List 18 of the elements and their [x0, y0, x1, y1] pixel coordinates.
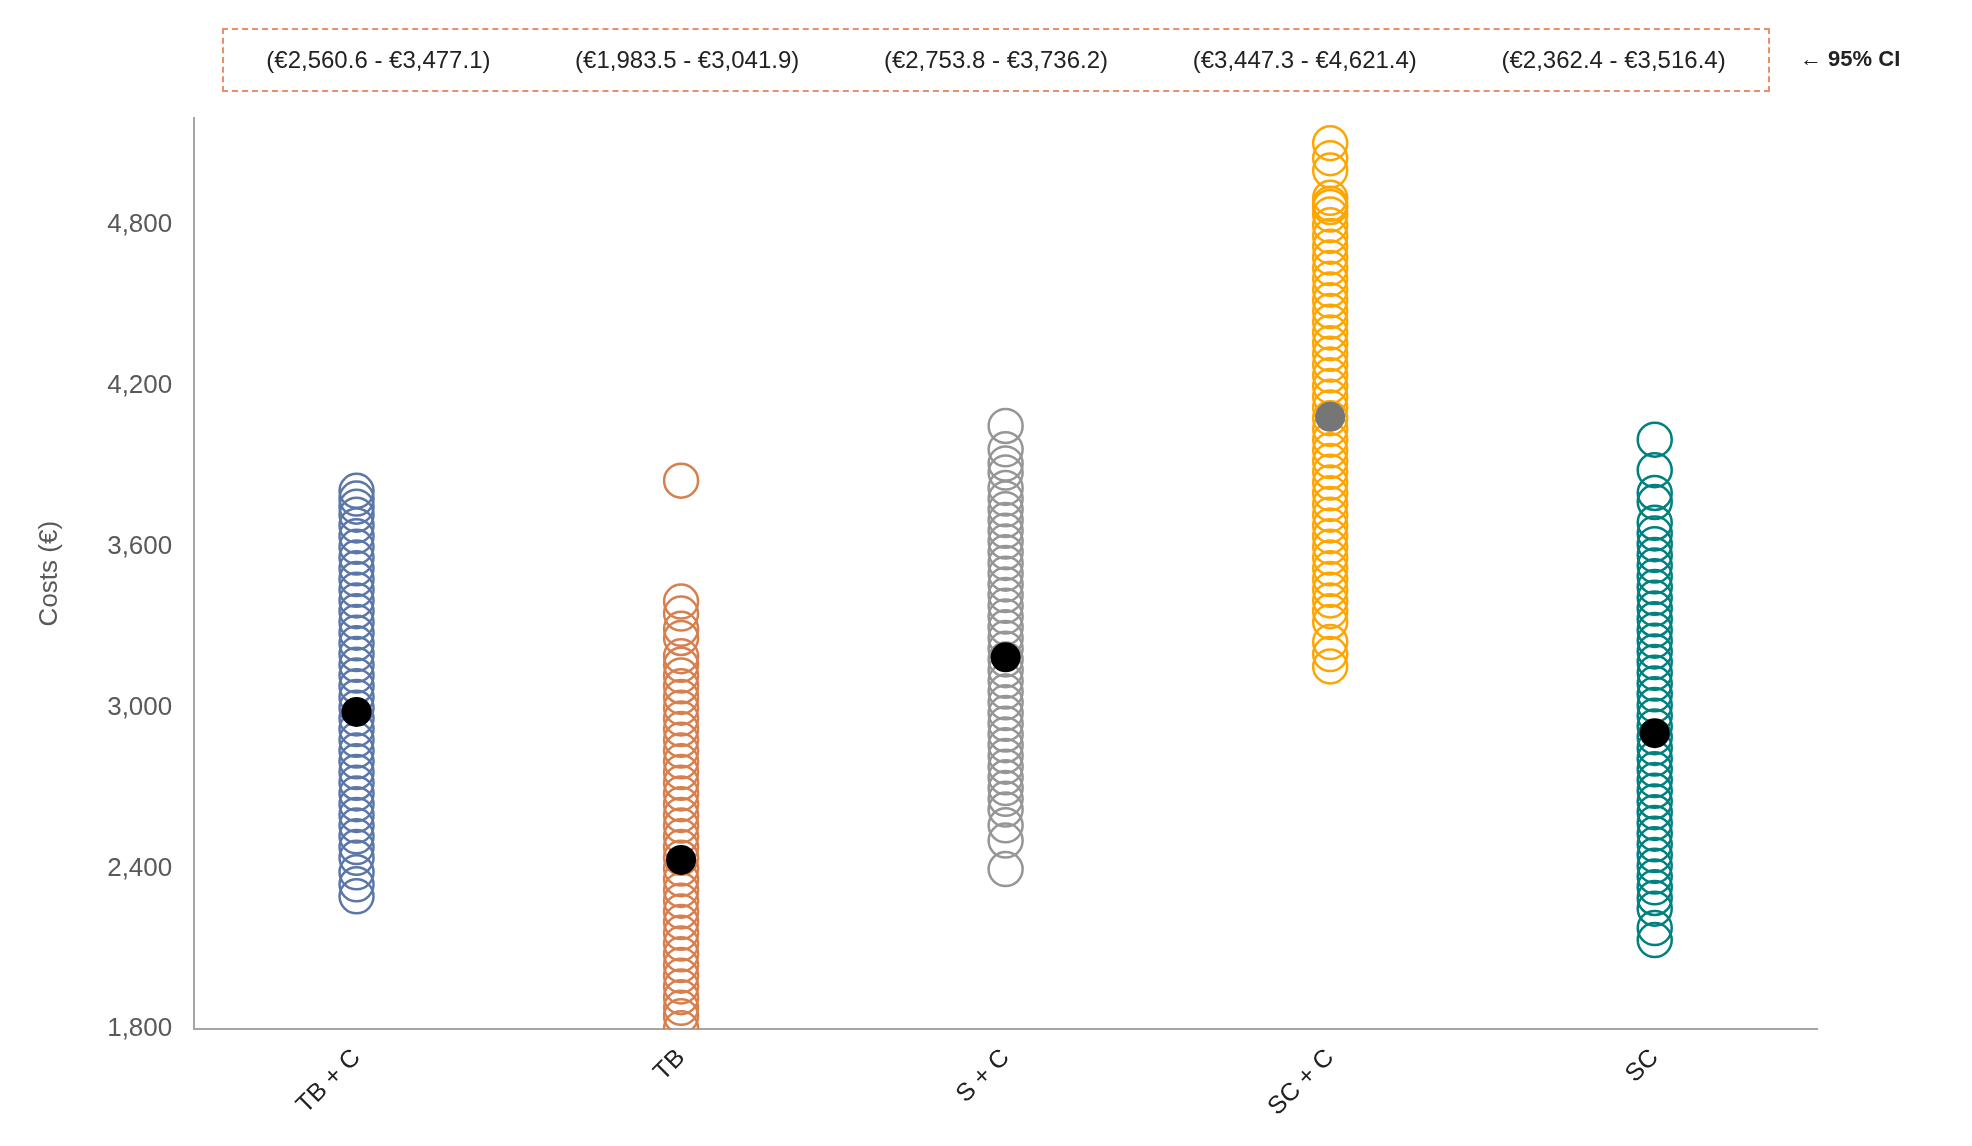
y-tick-label: 1,800 [107, 1012, 173, 1043]
x-tick-label: SC [1618, 1042, 1664, 1087]
text: (€1,983.5 - €3,041.9) [575, 46, 800, 74]
text: (€2,560.6 - €3,477.1) [266, 46, 491, 74]
x-tick-label: SC + C [1261, 1042, 1339, 1120]
y-tick-label: 4,800 [107, 208, 173, 239]
y-axis-title: Costs (€) [32, 520, 63, 627]
text: (€3,447.3 - €4,621.4) [1192, 46, 1417, 74]
y-tick-label: 4,200 [107, 369, 173, 400]
y-tick-label: 3,600 [107, 530, 173, 561]
x-tick-label: TB [647, 1042, 690, 1085]
text: (€2,362.4 - €3,516.4) [1501, 46, 1726, 74]
x-tick-label: TB + C [289, 1042, 365, 1118]
text: (€2,753.8 - €3,736.2) [883, 46, 1109, 74]
y-tick-label: 3,000 [107, 690, 173, 721]
x-tick-label: S + C [949, 1042, 1015, 1108]
text: ← 95% CI [1800, 46, 1901, 72]
y-tick-label: 2,400 [107, 851, 173, 882]
